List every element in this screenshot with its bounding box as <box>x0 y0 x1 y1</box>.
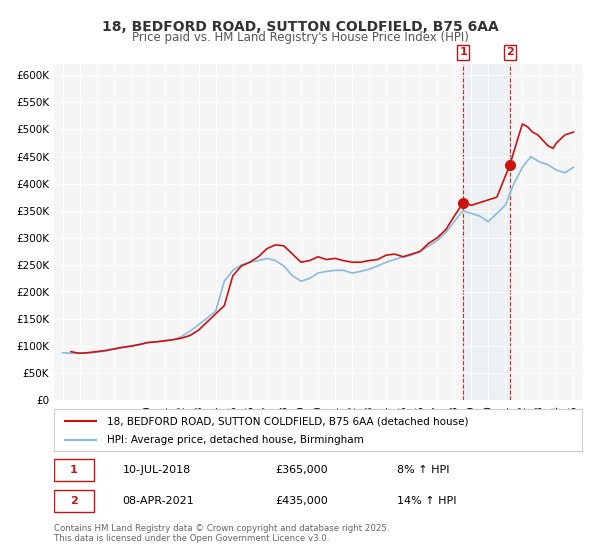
Text: Price paid vs. HM Land Registry's House Price Index (HPI): Price paid vs. HM Land Registry's House … <box>131 31 469 44</box>
Text: 18, BEDFORD ROAD, SUTTON COLDFIELD, B75 6AA: 18, BEDFORD ROAD, SUTTON COLDFIELD, B75 … <box>101 20 499 34</box>
FancyBboxPatch shape <box>54 491 94 512</box>
Text: Contains HM Land Registry data © Crown copyright and database right 2025.
This d: Contains HM Land Registry data © Crown c… <box>54 524 389 543</box>
Text: 1: 1 <box>460 48 467 58</box>
Text: 8% ↑ HPI: 8% ↑ HPI <box>397 465 450 475</box>
Text: 10-JUL-2018: 10-JUL-2018 <box>122 465 191 475</box>
Text: 2: 2 <box>70 496 77 506</box>
Text: HPI: Average price, detached house, Birmingham: HPI: Average price, detached house, Birm… <box>107 435 364 445</box>
Text: 14% ↑ HPI: 14% ↑ HPI <box>397 496 457 506</box>
Text: 1: 1 <box>70 465 77 475</box>
Bar <box>463 64 510 400</box>
Text: £435,000: £435,000 <box>276 496 329 506</box>
Text: 2: 2 <box>506 48 514 58</box>
Text: 18, BEDFORD ROAD, SUTTON COLDFIELD, B75 6AA (detached house): 18, BEDFORD ROAD, SUTTON COLDFIELD, B75 … <box>107 417 469 426</box>
FancyBboxPatch shape <box>54 459 94 481</box>
Text: £365,000: £365,000 <box>276 465 328 475</box>
Text: 08-APR-2021: 08-APR-2021 <box>122 496 194 506</box>
